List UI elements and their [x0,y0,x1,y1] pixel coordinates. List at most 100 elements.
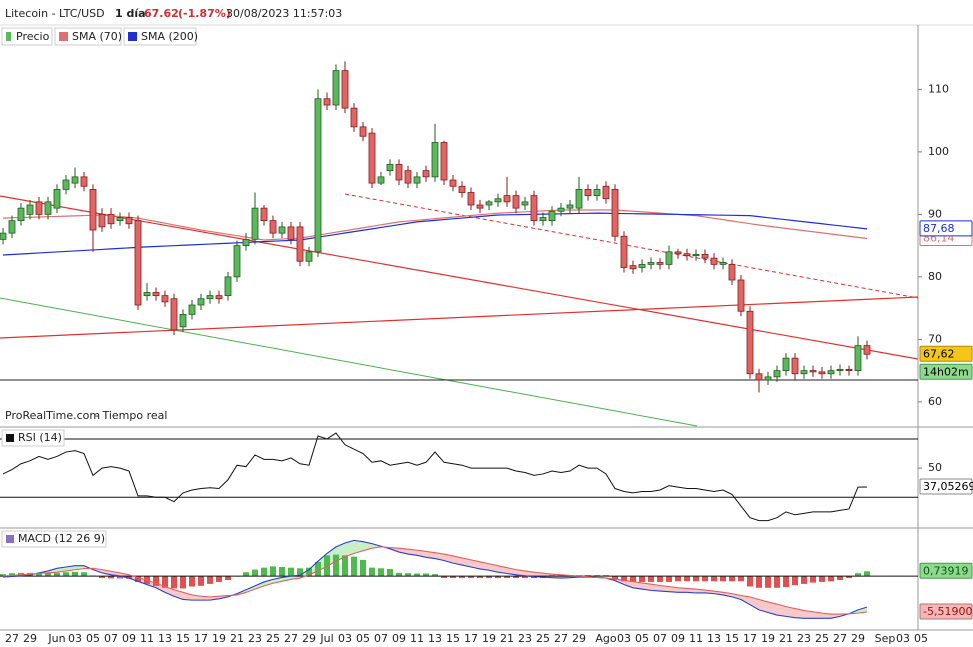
candle-body [305,251,313,262]
x-tick-label: 09 [122,632,136,645]
sma-line [2,209,868,241]
x-tick-label: 19 [761,632,775,645]
candle-body [566,204,574,209]
candle-body [269,220,277,234]
histogram-bar [252,569,258,577]
candle-body [125,217,133,225]
y-tick-label: 70 [928,332,942,345]
histogram-bar [729,576,735,582]
legend-label: Precio [16,30,50,43]
histogram-bar [306,567,312,577]
histogram-bar [612,576,618,580]
macd-signal-fill [624,580,633,588]
candle-body [836,368,844,372]
histogram-bar [864,571,870,577]
macd-signal-fill [354,540,363,554]
macd-signal-fill [246,585,255,593]
y-tick-label: 110 [928,82,949,95]
histogram-bar [621,576,627,582]
x-tick-label: 25 [0,632,1,645]
x-tick-label: 29 [572,632,586,645]
value-tag: 67,62 [923,347,955,360]
histogram-bar [720,576,726,582]
macd-signal-fill [255,581,264,590]
candle-body [746,310,754,375]
histogram-bar [162,576,168,588]
value-tag-box [919,562,973,579]
candle-body [386,163,394,172]
histogram-bar [657,576,663,582]
histogram-bar [693,576,699,582]
trend-line [0,195,918,360]
candle-body [215,295,223,300]
candle-body [80,176,88,187]
candle-body [431,142,439,178]
x-tick-label: 29 [302,632,316,645]
x-tick-label: 23 [797,632,811,645]
candle-body [395,163,403,181]
histogram-bar [486,576,492,579]
candle-body [359,126,367,137]
macd-plot [0,539,918,619]
x-tick-label: 11 [689,632,703,645]
x-tick-label: Sep [875,632,896,645]
x-tick-label: 03 [338,632,352,645]
histogram-bar [279,567,285,577]
histogram-bar [360,559,366,577]
macd-signal-fill [795,608,804,619]
histogram-bar [630,576,636,582]
histogram-bar [675,576,681,582]
histogram-bar [81,572,87,577]
x-tick-label: Jul [319,632,333,645]
macd-signal-fill [516,569,525,576]
value-tag-box [919,478,973,495]
x-tick-label: 03 [896,632,910,645]
candle-body [656,262,664,265]
histogram-bar [333,554,339,577]
y-tick-label: 80 [928,270,942,283]
candle-body [377,176,385,184]
histogram-bar [54,572,60,577]
x-tick-label: 27 [5,632,19,645]
candle-body [710,257,718,265]
x-tick-label: 21 [779,632,793,645]
x-tick-label: 17 [464,632,478,645]
histogram-bar [513,576,519,579]
x-tick-label: 23 [248,632,262,645]
candle-body [620,235,628,268]
histogram-bar [387,568,393,577]
x-tick-label: 25 [536,632,550,645]
histogram-bar [36,572,42,577]
candle-body [728,263,736,281]
macd-signal-fill [408,549,417,556]
instrument: Litecoin - LTC/USD [5,7,105,20]
value-tag-box [919,603,973,620]
sma-line [2,212,868,256]
x-tick-label: 05 [86,632,100,645]
candle-body [584,188,592,197]
candle-body [665,251,673,265]
histogram-bar [369,567,375,577]
candle-body [719,262,727,265]
x-tick-label: Ago [595,632,617,645]
macd-signal-fill [714,591,723,595]
histogram-bar [153,576,159,586]
x-tick-label: 11 [410,632,424,645]
histogram-bar [99,576,105,579]
panel-icon [6,535,14,543]
candle-body [647,262,655,265]
histogram-bar [450,576,456,579]
histogram-bar [711,576,717,582]
price-plot [0,61,871,393]
candle-body [368,132,376,184]
candle-body [278,226,286,234]
histogram-bar [261,567,267,577]
macd-signal-fill [489,563,498,573]
histogram-bar [315,561,321,577]
histogram-bar [774,576,780,588]
macd-signal-fill [471,559,480,569]
macd-signal-fill [822,613,831,619]
candle-body [809,370,817,373]
